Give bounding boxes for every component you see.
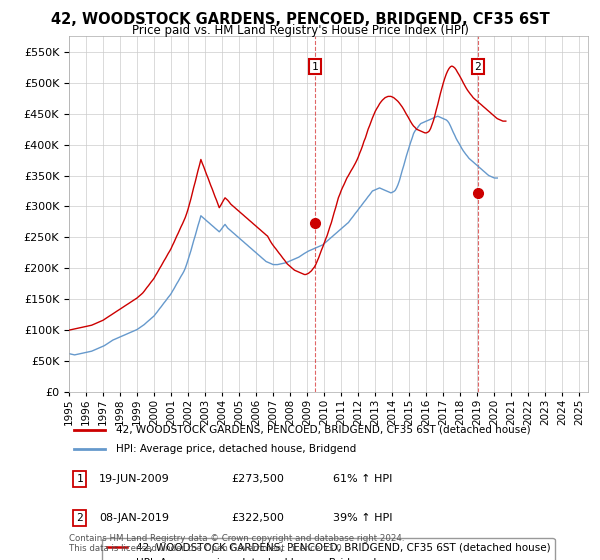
Text: Price paid vs. HM Land Registry's House Price Index (HPI): Price paid vs. HM Land Registry's House … [131, 24, 469, 37]
Text: £273,500: £273,500 [231, 474, 284, 484]
Text: 42, WOODSTOCK GARDENS, PENCOED, BRIDGEND, CF35 6ST (detached house): 42, WOODSTOCK GARDENS, PENCOED, BRIDGEND… [116, 424, 530, 435]
Text: 61% ↑ HPI: 61% ↑ HPI [333, 474, 392, 484]
Text: 2: 2 [475, 62, 481, 72]
Text: HPI: Average price, detached house, Bridgend: HPI: Average price, detached house, Brid… [116, 445, 356, 455]
Text: Contains HM Land Registry data © Crown copyright and database right 2024.
This d: Contains HM Land Registry data © Crown c… [69, 534, 404, 553]
Text: 1: 1 [76, 474, 83, 484]
Text: 2: 2 [76, 513, 83, 523]
Text: 08-JAN-2019: 08-JAN-2019 [99, 513, 169, 523]
Text: 1: 1 [312, 62, 319, 72]
Text: 42, WOODSTOCK GARDENS, PENCOED, BRIDGEND, CF35 6ST: 42, WOODSTOCK GARDENS, PENCOED, BRIDGEND… [50, 12, 550, 27]
Text: 19-JUN-2009: 19-JUN-2009 [99, 474, 170, 484]
Text: 39% ↑ HPI: 39% ↑ HPI [333, 513, 392, 523]
Legend: 42, WOODSTOCK GARDENS, PENCOED, BRIDGEND, CF35 6ST (detached house), HPI: Averag: 42, WOODSTOCK GARDENS, PENCOED, BRIDGEND… [103, 538, 554, 560]
Text: £322,500: £322,500 [231, 513, 284, 523]
